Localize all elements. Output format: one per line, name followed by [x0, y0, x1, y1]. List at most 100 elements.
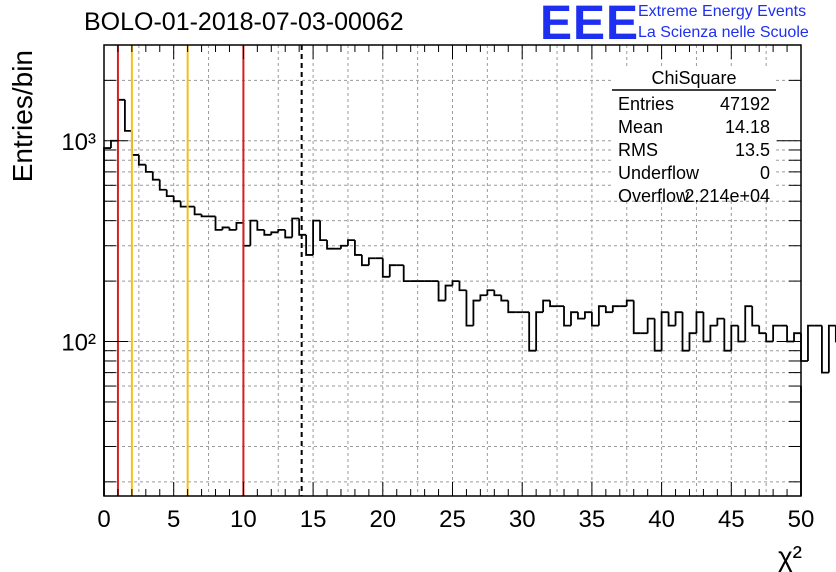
histogram-bin [758, 325, 767, 335]
histogram-bin [326, 240, 335, 250]
histogram-bin [388, 264, 397, 277]
histogram-bin [597, 305, 606, 326]
logo-line-1: Extreme Energy Events [638, 3, 807, 20]
histogram-bin [354, 240, 362, 256]
histogram-bin [702, 312, 711, 343]
histogram-bin [611, 305, 620, 313]
histogram-bin [242, 222, 251, 247]
histogram-bin [528, 312, 537, 352]
plot-title: BOLO-01-2018-07-03-00062 [84, 8, 404, 36]
histogram-bin [221, 226, 230, 230]
histogram-bin [716, 317, 725, 326]
histogram-bin [312, 219, 321, 255]
histogram-bin [479, 294, 488, 301]
histogram-bin [507, 300, 516, 314]
y-tick-labels: 10² 10³ [61, 129, 96, 357]
histogram-bin [103, 147, 111, 496]
x-tick-label: 45 [718, 506, 745, 533]
stats-label: Underflow [618, 163, 700, 183]
x-tick-label: 30 [509, 506, 536, 533]
histogram-bin [381, 258, 390, 278]
logo-mark: EEE [540, 0, 640, 50]
histogram-bin [709, 324, 718, 342]
histogram-bin [549, 300, 558, 308]
histogram-bin [535, 311, 544, 351]
histogram-bin [723, 318, 732, 352]
stats-name: ChiSquare [651, 68, 736, 88]
x-tick-labels: 0 5 10 15 20 25 30 35 40 45 50 [97, 506, 814, 533]
histogram-bin [249, 219, 258, 246]
histogram-bin [486, 289, 495, 296]
histogram-bin [744, 305, 753, 342]
histogram-bin [284, 229, 293, 239]
histogram-bin [653, 318, 662, 352]
histogram-bin [786, 325, 795, 343]
histogram-bin [256, 220, 265, 231]
histogram-bin [765, 333, 774, 343]
histogram-bin [500, 295, 509, 302]
x-tick-label: 5 [167, 506, 180, 533]
histogram-bin [674, 311, 683, 326]
histogram-bin [800, 333, 808, 362]
histogram-bin [137, 154, 146, 166]
histogram-bin [563, 306, 571, 327]
histogram-bin [632, 300, 641, 335]
stats-value: 2.214e+04 [684, 186, 770, 206]
x-tick-label: 20 [369, 506, 396, 533]
histogram-bin [340, 244, 348, 249]
grid-lines [104, 45, 801, 496]
histogram-bin [737, 325, 746, 343]
histogram-bin [688, 332, 697, 351]
histogram-bin [117, 98, 125, 141]
histogram-bin [681, 312, 690, 352]
stats-value: 0 [760, 163, 770, 183]
histogram-bin [277, 228, 286, 233]
x-tick-label: 50 [788, 506, 815, 533]
histogram-bin [591, 312, 599, 327]
x-tick-label: 35 [579, 506, 606, 533]
stats-value: 47192 [720, 94, 770, 114]
histogram-bin [235, 221, 244, 230]
histogram-bin [493, 290, 502, 297]
histogram-bin [604, 306, 613, 314]
histogram-bin [110, 139, 118, 149]
histogram-bin [298, 218, 307, 236]
histogram-bin [124, 99, 132, 132]
histogram-bin [458, 281, 467, 292]
histogram-bin [807, 324, 815, 361]
histogram-bin [542, 299, 551, 313]
x-axis-label: χ² [778, 541, 802, 572]
histogram-bin [821, 325, 829, 374]
axis-ticks [103, 45, 802, 496]
stats-box-bg [612, 66, 776, 198]
x-tick-label: 15 [300, 506, 327, 533]
histogram-bin [179, 201, 188, 208]
histogram-bin [144, 164, 153, 173]
histogram-bin [584, 311, 592, 319]
stats-value: 14.18 [725, 117, 770, 137]
histogram-bin [165, 189, 174, 198]
histogram-bin [577, 312, 585, 320]
histogram-bin [667, 312, 676, 327]
histogram-bin [451, 280, 460, 286]
histogram-bin [570, 311, 578, 326]
histogram-bin [472, 299, 481, 326]
histogram-bin [347, 239, 355, 246]
logo-line-2: La Scienza nelle Scuole [638, 24, 809, 41]
histogram-bin [695, 311, 704, 334]
histogram-bin [263, 229, 272, 236]
stats-value: 13.5 [735, 140, 770, 160]
histogram-bin [646, 317, 655, 334]
histogram-bin [625, 299, 634, 307]
stats-label: Mean [618, 117, 663, 137]
x-tick-label: 40 [648, 506, 675, 533]
stats-label: Entries [618, 94, 674, 114]
histogram-bin [214, 216, 223, 231]
x-tick-label: 25 [439, 506, 466, 533]
histogram-bin [130, 130, 139, 156]
histogram-bin [360, 254, 369, 267]
histogram-bin [465, 290, 474, 327]
histogram-bin [402, 265, 411, 282]
stats-label: RMS [618, 140, 658, 160]
